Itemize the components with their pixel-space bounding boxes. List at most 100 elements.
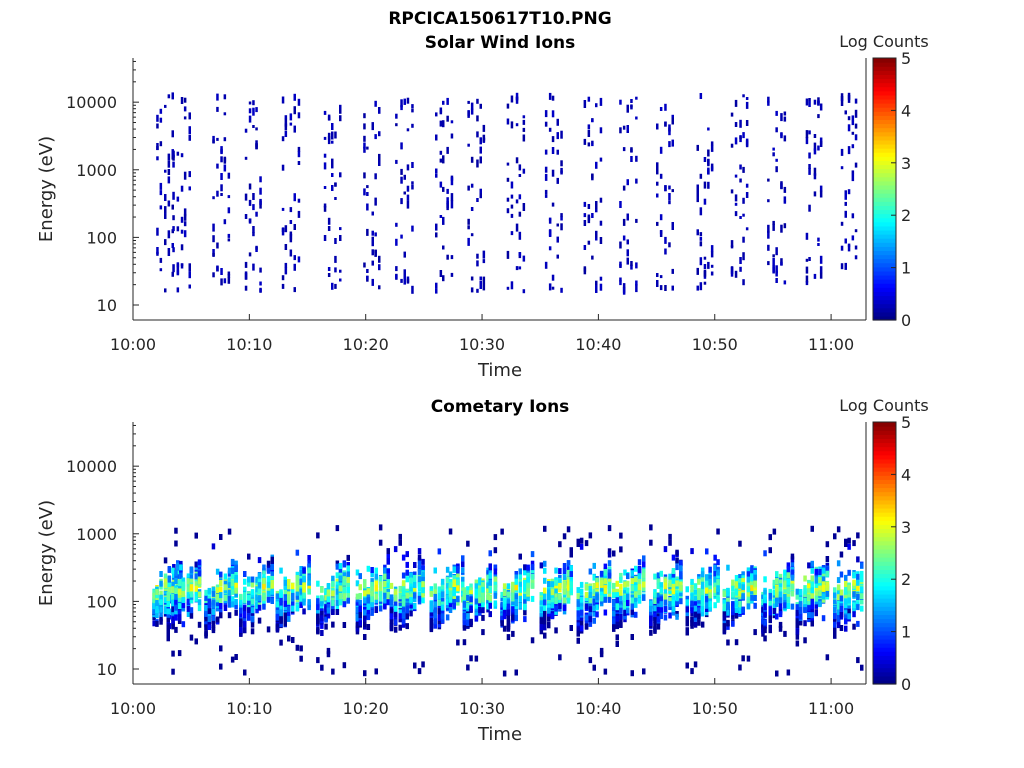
data-cell — [335, 525, 340, 532]
data-cell — [177, 614, 182, 621]
data-cell — [772, 265, 775, 273]
data-cell — [393, 605, 398, 612]
data-cell — [649, 524, 653, 531]
data-cell — [708, 601, 712, 608]
data-cell — [761, 627, 765, 634]
data-cell — [745, 140, 749, 148]
data-cell — [363, 621, 367, 628]
data-cell — [163, 597, 168, 604]
data-cell — [467, 185, 470, 191]
data-cell — [421, 587, 425, 594]
data-cell — [189, 612, 194, 619]
data-cell — [515, 123, 519, 127]
data-cell — [189, 597, 194, 604]
data-cell — [243, 597, 247, 604]
data-cell — [448, 596, 453, 603]
data-cell — [599, 647, 604, 654]
data-cell — [619, 280, 622, 286]
data-cell — [152, 620, 156, 627]
data-cell — [398, 539, 402, 546]
data-cell — [840, 93, 844, 100]
data-cell — [227, 238, 231, 242]
data-cell — [515, 199, 519, 204]
data-cell — [511, 600, 515, 607]
data-cell — [378, 595, 383, 602]
data-cell — [607, 596, 612, 603]
data-cell — [482, 134, 486, 142]
data-cell — [227, 612, 232, 619]
data-cell — [219, 580, 223, 586]
data-cell — [560, 130, 563, 139]
data-cell — [783, 135, 787, 142]
data-cell — [479, 146, 482, 154]
data-cell — [378, 605, 383, 612]
data-cell — [543, 560, 547, 567]
data-cell — [406, 278, 410, 284]
data-cell — [327, 136, 331, 145]
data-cell — [177, 580, 182, 587]
data-cell — [775, 166, 778, 173]
data-cell — [259, 281, 262, 286]
data-cell — [320, 622, 324, 629]
data-cell — [186, 581, 191, 588]
data-cell — [544, 166, 548, 173]
data-cell — [805, 137, 809, 145]
data-cell — [500, 615, 504, 622]
data-cell — [696, 195, 699, 201]
data-cell — [506, 118, 510, 125]
data-cell — [326, 583, 331, 589]
data-cell — [595, 611, 599, 618]
data-cell — [316, 609, 320, 616]
data-cell — [693, 583, 698, 590]
data-cell — [342, 576, 347, 583]
data-cell — [250, 589, 255, 596]
data-cell — [378, 581, 383, 588]
data-cell — [335, 593, 340, 600]
data-cell — [588, 657, 593, 664]
data-cell — [291, 605, 295, 612]
data-cell — [363, 142, 366, 149]
data-cell — [761, 594, 765, 601]
data-cell — [591, 143, 594, 147]
data-cell — [753, 574, 757, 581]
data-cell — [592, 605, 596, 612]
data-cell — [562, 563, 567, 569]
data-cell — [342, 561, 347, 568]
data-cell — [808, 101, 811, 107]
data-cell — [197, 591, 202, 598]
data-cell — [374, 134, 377, 140]
data-cell — [171, 600, 175, 606]
data-cell — [461, 567, 465, 574]
data-cell — [374, 197, 377, 206]
data-cell — [259, 176, 262, 183]
data-cell — [478, 606, 482, 613]
data-cell — [599, 276, 603, 281]
data-cell — [176, 574, 180, 581]
data-cell — [547, 622, 551, 629]
data-cell — [510, 281, 514, 290]
data-cell — [847, 146, 851, 155]
data-cell — [197, 599, 202, 606]
data-cell — [450, 193, 454, 202]
data-cell — [174, 614, 178, 621]
data-cell — [159, 182, 163, 190]
data-cell — [635, 284, 638, 293]
data-cell — [556, 149, 559, 155]
data-cell — [383, 581, 387, 587]
data-cell — [734, 122, 738, 127]
data-cell — [456, 639, 460, 646]
data-cell — [630, 570, 634, 577]
data-cell — [467, 225, 470, 230]
colorbar-tick-label: 3 — [901, 154, 911, 173]
data-cell — [167, 169, 171, 175]
data-cell — [167, 248, 171, 256]
data-cell — [378, 575, 383, 582]
data-cell — [204, 615, 208, 622]
data-cell — [223, 601, 228, 608]
data-cell — [302, 599, 306, 606]
data-cell — [171, 130, 174, 138]
colorbar-swatch — [873, 74, 896, 80]
data-cell — [768, 624, 772, 631]
data-cell — [338, 563, 343, 569]
data-cell — [172, 150, 175, 158]
